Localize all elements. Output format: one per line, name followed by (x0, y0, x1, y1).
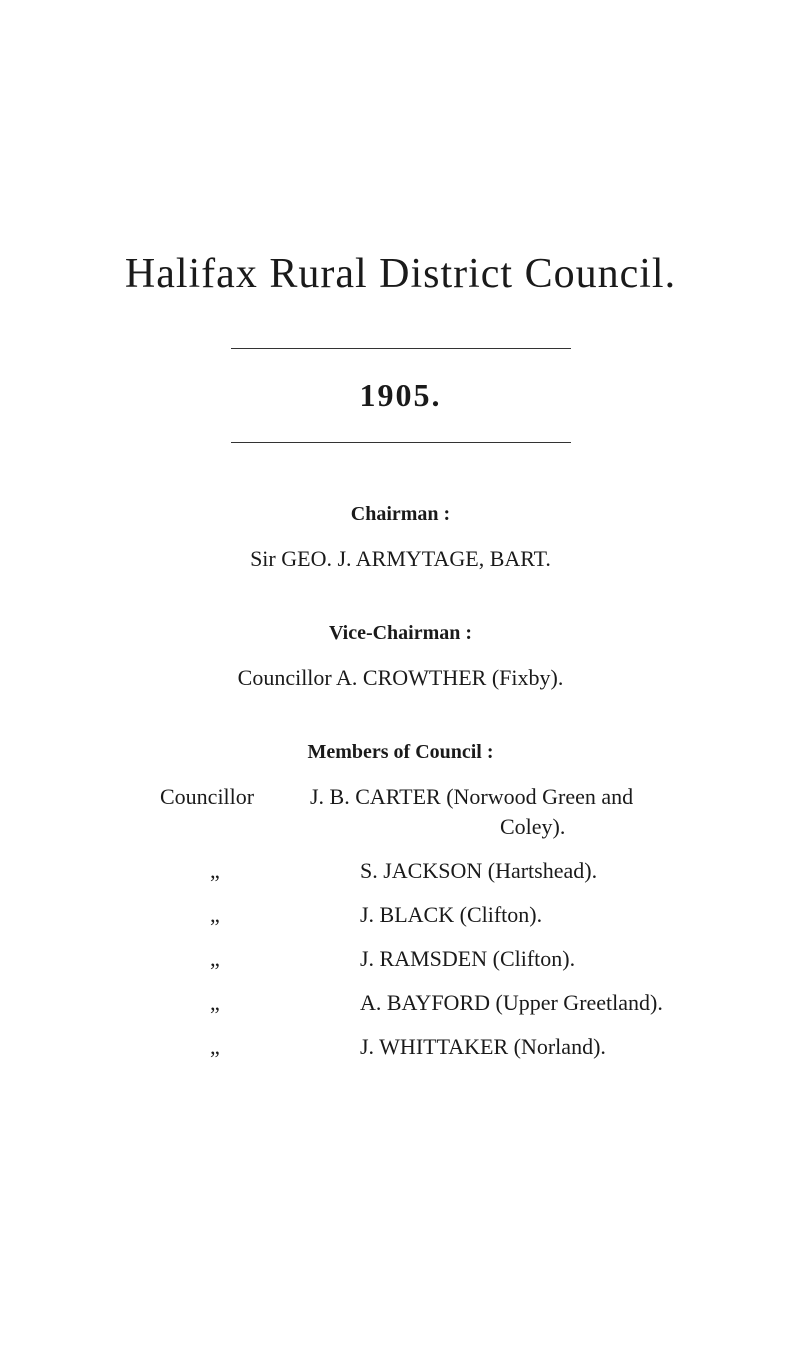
document-page: Halifax Rural District Council. 1905. Ch… (0, 0, 801, 1158)
member-name-continuation: Coley). (500, 814, 701, 840)
ditto-mark: „ (160, 990, 360, 1016)
member-name: J. WHITTAKER (Norland). (360, 1034, 701, 1060)
member-name: J. RAMSDEN (Clifton). (360, 946, 701, 972)
vice-chairman-label: Vice-Chairman : (100, 622, 701, 645)
member-row: „ A. BAYFORD (Upper Greetland). (160, 990, 701, 1016)
horizontal-rule-top (231, 348, 571, 349)
member-row: „ S. JACKSON (Hartshead). (160, 858, 701, 884)
member-name: J. BLACK (Clifton). (360, 902, 701, 928)
member-name: A. BAYFORD (Upper Greetland). (360, 990, 701, 1016)
member-prefix: Councillor (160, 784, 310, 810)
member-row: „ J. WHITTAKER (Norland). (160, 1034, 701, 1060)
chairman-label: Chairman : (100, 503, 701, 526)
member-row: „ J. RAMSDEN (Clifton). (160, 946, 701, 972)
ditto-mark: „ (160, 858, 360, 884)
year: 1905. (100, 377, 701, 414)
members-label: Members of Council : (100, 741, 701, 764)
member-row: Councillor J. B. CARTER (Norwood Green a… (160, 784, 701, 810)
member-name: J. B. CARTER (Norwood Green and (310, 784, 701, 810)
member-row: „ J. BLACK (Clifton). (160, 902, 701, 928)
chairman-name: Sir GEO. J. ARMYTAGE, BART. (100, 546, 701, 572)
ditto-mark: „ (160, 902, 360, 928)
members-list: Councillor J. B. CARTER (Norwood Green a… (160, 784, 701, 1060)
main-title: Halifax Rural District Council. (100, 250, 701, 298)
member-name: S. JACKSON (Hartshead). (360, 858, 701, 884)
vice-chairman-name: Councillor A. CROWTHER (Fixby). (100, 665, 701, 691)
ditto-mark: „ (160, 1034, 360, 1060)
ditto-mark: „ (160, 946, 360, 972)
horizontal-rule-bottom (231, 442, 571, 443)
